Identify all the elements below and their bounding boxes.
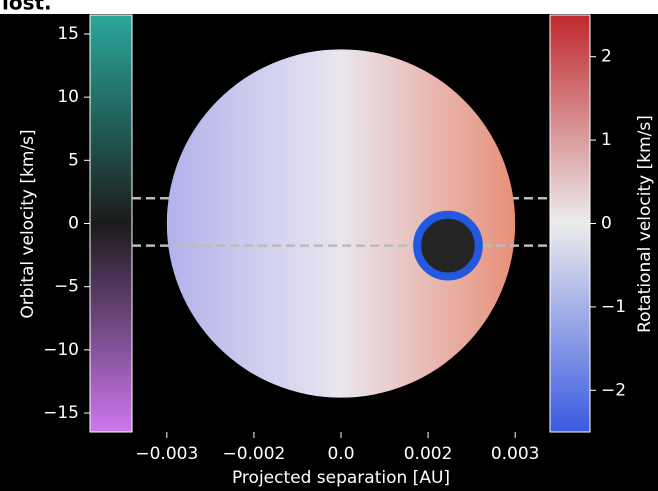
y2-tick-label: −1 <box>601 297 626 317</box>
y-tick-label: 15 <box>57 24 79 44</box>
y-tick-label: −15 <box>43 403 79 423</box>
planet <box>417 215 479 277</box>
x-axis-label: Projected separation [AU] <box>232 468 450 488</box>
x-tick-label: 0.0 <box>327 444 354 464</box>
rotational-colorbar <box>550 15 590 432</box>
x-tick-label: 0.002 <box>404 444 453 464</box>
y-tick-label: 0 <box>68 214 79 234</box>
chart: lost. Orbital velocity [km/s] Rotational… <box>0 0 658 491</box>
title-strip <box>0 0 658 14</box>
chart-title: lost. <box>2 0 52 15</box>
y2-tick-label: 1 <box>601 130 612 150</box>
orbital-colorbar <box>90 15 132 432</box>
y2-tick-label: −2 <box>601 380 626 400</box>
y2-axis-label: Rotational velocity [km/s] <box>635 115 655 333</box>
y2-tick-label: 2 <box>601 47 612 67</box>
y-tick-label: −10 <box>43 340 79 360</box>
x-tick-label: −0.003 <box>135 444 198 464</box>
y-tick-label: −5 <box>54 277 79 297</box>
x-tick-label: −0.002 <box>222 444 285 464</box>
x-tick-label: 0.003 <box>491 444 540 464</box>
y2-tick-label: 0 <box>601 214 612 234</box>
y-axis-label: Orbital velocity [km/s] <box>18 129 38 318</box>
y-tick-label: 5 <box>68 150 79 170</box>
y-tick-label: 10 <box>57 87 79 107</box>
